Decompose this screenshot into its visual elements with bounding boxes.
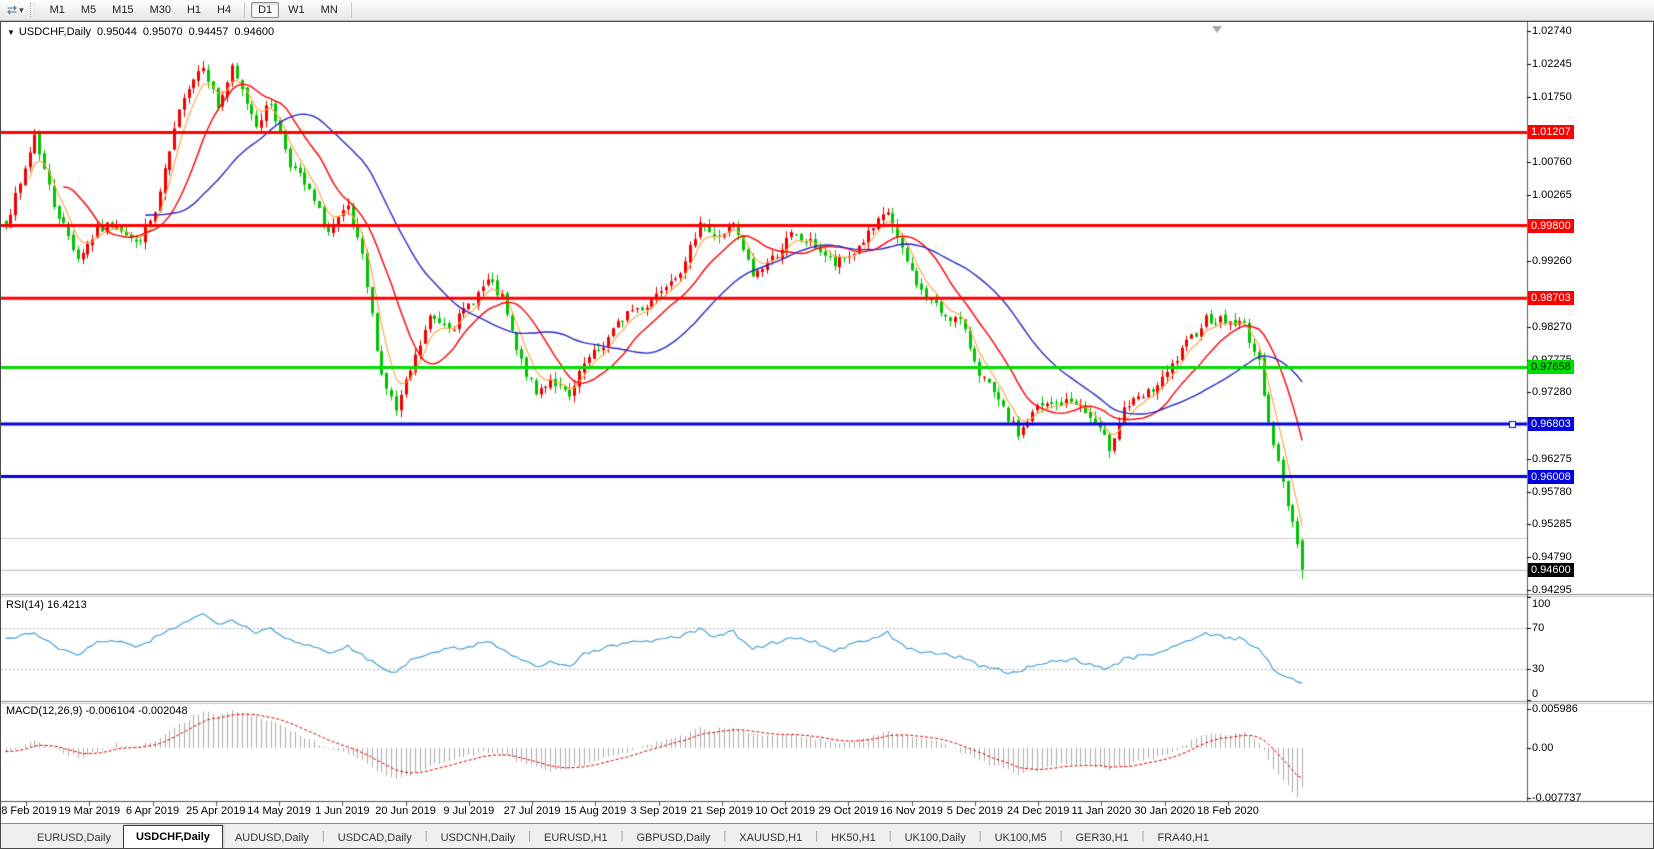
symbol-period-label: USDCHF,Daily [18, 26, 92, 38]
date-axis-label: 19 Mar 2019 [58, 805, 121, 817]
date-axis-label: 25 Apr 2019 [186, 805, 246, 817]
price-level-badge: 0.96803 [1528, 416, 1574, 431]
timeframe-button-d1[interactable]: D1 [251, 2, 280, 18]
timeframe-button-m30[interactable]: M30 [149, 4, 171, 16]
date-axis-label: 3 Sep 2019 [630, 805, 687, 817]
low-value: 0.94457 [188, 26, 229, 38]
timeframe-button-h1[interactable]: H1 [186, 4, 202, 16]
price-level-badge: 0.98703 [1528, 291, 1574, 306]
rsi-axis-tick: 30 [1532, 663, 1545, 676]
price-axis-tick: 1.00265 [1532, 188, 1572, 201]
tab-separator: | [620, 830, 624, 842]
price-axis-tick: 0.98270 [1532, 320, 1572, 333]
chart-profile-icon[interactable]: ⇄ [7, 3, 18, 17]
open-value: 0.95044 [97, 26, 137, 38]
date-axis-label: 30 Jan 2020 [1134, 805, 1195, 817]
timeframe-button-m1[interactable]: M1 [49, 4, 65, 16]
chart-tab-hk50-h1[interactable]: HK50,H1 [831, 832, 876, 844]
date-axis-label: 24 Dec 2019 [1006, 805, 1070, 817]
macd-indicator-label: MACD(12,26,9) -0.006104 -0.002048 [6, 705, 188, 717]
chart-tab-fra40-h1[interactable]: FRA40,H1 [1157, 832, 1209, 844]
price-level-badge: 1.01207 [1528, 125, 1574, 140]
price-axis-tick: 0.94295 [1532, 584, 1572, 596]
tab-separator: | [815, 830, 819, 842]
date-axis-label: 21 Sep 2019 [690, 805, 754, 817]
date-axis-label: 1 Jun 2019 [315, 805, 370, 817]
chart-tab-eurusd-h1[interactable]: EURUSD,H1 [544, 832, 608, 844]
tab-separator: | [1059, 830, 1063, 842]
date-axis-label: 9 Jul 2019 [443, 805, 495, 817]
timeframe-button-h4[interactable]: H4 [217, 4, 232, 16]
chart-tab-bar: EURUSD,Daily USDCHF,Daily AUDUSD,Daily | USD… [1, 823, 1653, 848]
toolbar-grip [29, 3, 35, 17]
price-level-badge: 0.96008 [1528, 469, 1574, 484]
tab-separator: | [528, 830, 532, 842]
date-axis-label: 27 Jul 2019 [503, 805, 561, 817]
timeframe-button-w1[interactable]: W1 [288, 4, 305, 16]
date-axis-label: 5 Dec 2019 [946, 805, 1004, 817]
price-axis-tick: 0.95780 [1532, 485, 1572, 498]
date-axis-label: 20 Jun 2019 [375, 805, 436, 817]
price-axis-tick: 1.02245 [1532, 57, 1572, 70]
tab-separator: | [723, 830, 727, 842]
timeframe-button-mn[interactable]: MN [320, 4, 338, 16]
chart-canvas[interactable] [1, 22, 1653, 848]
chart-tab-ger30-h1[interactable]: GER30,H1 [1075, 832, 1129, 844]
date-axis-label: 28 Feb 2019 [0, 805, 57, 817]
price-axis-tick: 0.96275 [1532, 452, 1572, 465]
tab-separator: | [978, 830, 982, 842]
rsi-axis-tick: 100 [1532, 598, 1551, 610]
dropdown-caret-icon[interactable]: ▾ [19, 4, 24, 15]
timeframe-toolbar: ⇄ ▾ M1 M5 M15 M30 H1 H4 D1 W1 MN [0, 0, 1654, 21]
timeframe-button-m15[interactable]: M15 [112, 4, 134, 16]
price-axis-tick: 0.94790 [1532, 551, 1572, 564]
chart-tab-uk100-daily[interactable]: UK100,Daily [904, 832, 966, 844]
price-axis-tick: 0.97280 [1532, 386, 1572, 399]
date-axis-label: 29 Oct 2019 [818, 805, 879, 817]
price-axis-tick: 1.02740 [1532, 25, 1572, 37]
collapse-arrow-icon[interactable]: ▼ [7, 28, 15, 37]
chart-tab-usdcad-daily[interactable]: USDCAD,Daily [337, 832, 412, 844]
tab-separator: | [321, 830, 325, 842]
close-value: 0.94600 [234, 26, 275, 38]
chart-tab-eurusd-daily[interactable]: EURUSD,Daily [37, 832, 111, 844]
price-axis-tick: 1.00760 [1532, 156, 1572, 169]
chart-tab-xauusd-h1[interactable]: XAUUSD,H1 [739, 832, 803, 844]
rsi-indicator-label: RSI(14) 16.4213 [6, 599, 87, 611]
toolbar-separator [350, 2, 352, 18]
chart-tab-gbpusd-daily[interactable]: GBPUSD,Daily [636, 832, 711, 844]
date-axis-label: 11 Jan 2020 [1071, 805, 1132, 817]
chart-tab-uk100-m5[interactable]: UK100,M5 [994, 832, 1047, 844]
price-axis-tick: 1.01750 [1532, 90, 1572, 103]
date-axis-label: 16 Nov 2019 [880, 805, 943, 817]
date-axis-label: 14 May 2019 [247, 805, 311, 817]
chart-tab-usdcnh-daily[interactable]: USDCNH,Daily [440, 832, 516, 844]
date-axis-label: 6 Apr 2019 [125, 805, 180, 817]
chart-title: ▼ USDCHF,Daily 0.95044 0.95070 0.94457 0.9460… [7, 26, 274, 38]
date-axis-label: 10 Oct 2019 [755, 805, 816, 817]
bid-price-badge: 0.94600 [1528, 562, 1574, 577]
toolbar-separator [244, 2, 246, 18]
rsi-axis-tick: 70 [1532, 621, 1545, 634]
tab-separator: | [424, 830, 428, 842]
tab-separator: | [888, 830, 892, 842]
price-axis-tick: 0.95285 [1532, 518, 1572, 531]
price-level-badge: 0.97658 [1528, 360, 1574, 375]
price-axis-tick: 0.99260 [1532, 255, 1572, 268]
date-axis-label: 18 Feb 2020 [1197, 805, 1259, 817]
macd-axis-tick: -0.007737 [1532, 792, 1582, 804]
macd-axis-tick: 0.00 [1532, 741, 1554, 754]
tab-separator: | [1141, 830, 1145, 842]
chart-tab-usdchf-daily[interactable]: USDCHF,Daily [122, 825, 223, 848]
chart-tab-audusd-daily[interactable]: AUDUSD,Daily [234, 832, 309, 844]
date-axis-label: 15 Aug 2019 [564, 805, 627, 817]
rsi-axis-tick: 0 [1532, 688, 1539, 700]
high-value: 0.95070 [142, 26, 183, 38]
chart-window: ▼ USDCHF,Daily 0.95044 0.95070 0.94457 0.9460… [0, 21, 1654, 849]
macd-axis-tick: 0.005986 [1532, 703, 1578, 715]
price-level-badge: 0.99800 [1528, 218, 1574, 233]
timeframe-button-m5[interactable]: M5 [80, 4, 97, 16]
